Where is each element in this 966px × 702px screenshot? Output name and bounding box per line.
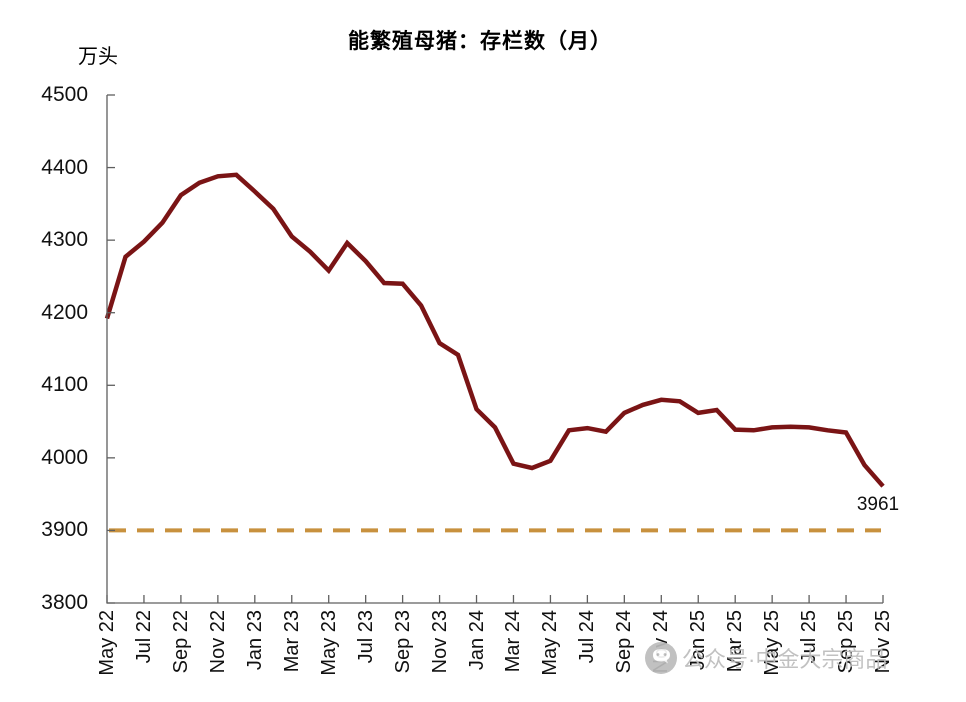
y-tick-label: 3900 bbox=[41, 518, 88, 542]
x-tick-label: Jan 24 bbox=[465, 610, 488, 671]
x-tick-label: Nov 23 bbox=[428, 610, 451, 674]
x-tick-label: May 22 bbox=[96, 610, 118, 676]
axis-spines bbox=[106, 95, 883, 604]
x-tick-label: Jul 24 bbox=[576, 610, 599, 664]
x-tick-label: May 23 bbox=[317, 610, 340, 676]
x-tick-label: Sep 24 bbox=[613, 610, 636, 674]
chart-title: 能繁殖母猪：存栏数（月） bbox=[348, 30, 612, 53]
x-tick-label: Jul 22 bbox=[132, 610, 155, 664]
x-tick-label: Nov 22 bbox=[206, 610, 229, 674]
watermark: 公众号·中金大宗商品 bbox=[644, 641, 887, 675]
watermark-text: 公众号·中金大宗商品 bbox=[682, 647, 888, 672]
x-tick-label: Mar 24 bbox=[502, 610, 525, 673]
y-tick-label: 3800 bbox=[41, 591, 88, 614]
sow-inventory-line bbox=[104, 172, 885, 488]
x-tick-label: Jul 23 bbox=[354, 610, 377, 664]
y-axis-unit-label: 万头 bbox=[78, 46, 118, 68]
y-tick-label: 4400 bbox=[41, 155, 88, 179]
y-tick-label: 4200 bbox=[41, 300, 88, 324]
x-tick-label: Sep 23 bbox=[391, 610, 414, 674]
y-tick-label: 4300 bbox=[41, 228, 88, 252]
x-tick-label: Sep 22 bbox=[169, 610, 192, 674]
series-line-group bbox=[104, 172, 885, 488]
last-value-label: 3961 bbox=[856, 494, 900, 515]
x-tick-label: May 24 bbox=[539, 610, 562, 676]
wechat-icon bbox=[645, 642, 677, 674]
y-tick-label: 4500 bbox=[41, 83, 88, 106]
x-tick-label: Jan 23 bbox=[243, 610, 266, 671]
axes bbox=[106, 94, 884, 604]
y-tick-label: 4100 bbox=[41, 373, 88, 397]
y-tick-label: 4000 bbox=[41, 445, 88, 469]
x-tick-label: Mar 23 bbox=[280, 610, 303, 673]
